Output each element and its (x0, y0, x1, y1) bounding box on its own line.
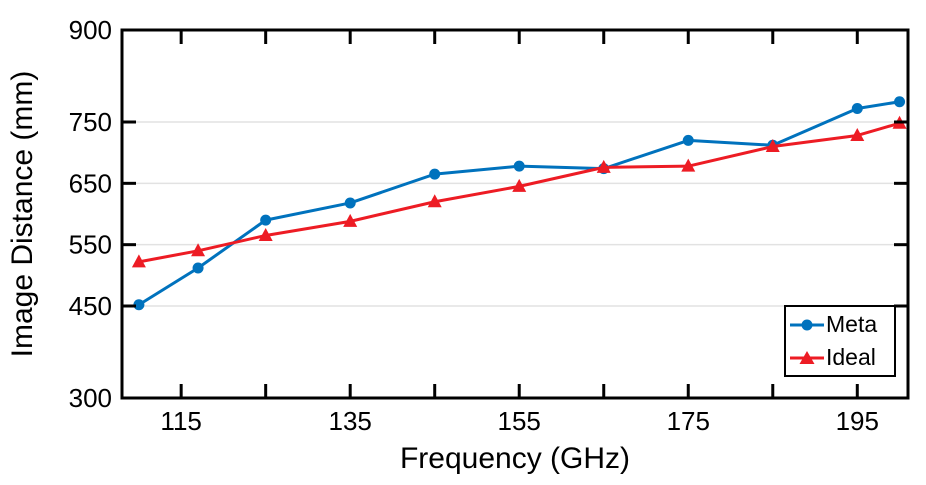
ideal-line-marker-icon (790, 350, 824, 364)
y-tick-label: 550 (69, 230, 112, 260)
data-point-ideal (258, 227, 273, 241)
data-point-meta (133, 299, 145, 311)
y-tick-label: 750 (69, 107, 112, 137)
x-tick-label: 175 (667, 406, 710, 436)
data-point-meta (894, 96, 906, 108)
data-point-meta (682, 134, 694, 146)
x-tick-label: 135 (328, 406, 371, 436)
data-point-ideal (343, 213, 358, 227)
legend-item-ideal: Ideal (788, 341, 892, 374)
data-point-meta (851, 103, 863, 115)
plot-border (120, 28, 910, 400)
series-line-ideal (137, 121, 902, 264)
y-tick-label: 650 (69, 168, 112, 198)
series-line-meta (137, 100, 902, 307)
data-point-meta (429, 168, 441, 180)
meta-line-marker-icon (790, 319, 824, 330)
legend-label-meta: Meta (826, 311, 878, 337)
data-point-meta (513, 160, 525, 172)
data-point-ideal (427, 194, 442, 208)
data-point-meta (260, 214, 272, 226)
data-point-ideal (681, 158, 696, 172)
x-axis-label: Frequency (GHz) (400, 442, 630, 475)
data-point-ideal (765, 139, 780, 153)
y-tick-label: 300 (69, 383, 112, 413)
data-point-ideal (131, 254, 146, 268)
data-point-meta (192, 262, 204, 274)
y-tick-label: 900 (69, 15, 112, 45)
y-axis-label: Image Distance (mm) (6, 71, 39, 358)
x-tick-label: 155 (498, 406, 541, 436)
data-point-ideal (850, 127, 865, 141)
data-point-ideal (512, 178, 527, 192)
x-tick-label: 195 (836, 406, 879, 436)
legend-item-meta: Meta (788, 308, 892, 341)
ideal-legend-triangle-marker-icon (799, 350, 815, 364)
legend: Meta Ideal (784, 305, 896, 377)
x-tick-label: 115 (160, 406, 201, 436)
data-point-meta (344, 197, 356, 209)
data-point-ideal (191, 243, 206, 257)
data-point-ideal (596, 159, 611, 173)
meta-legend-circle-marker-icon (801, 319, 813, 330)
y-tick-label: 450 (69, 291, 112, 321)
legend-label-ideal: Ideal (826, 344, 876, 370)
